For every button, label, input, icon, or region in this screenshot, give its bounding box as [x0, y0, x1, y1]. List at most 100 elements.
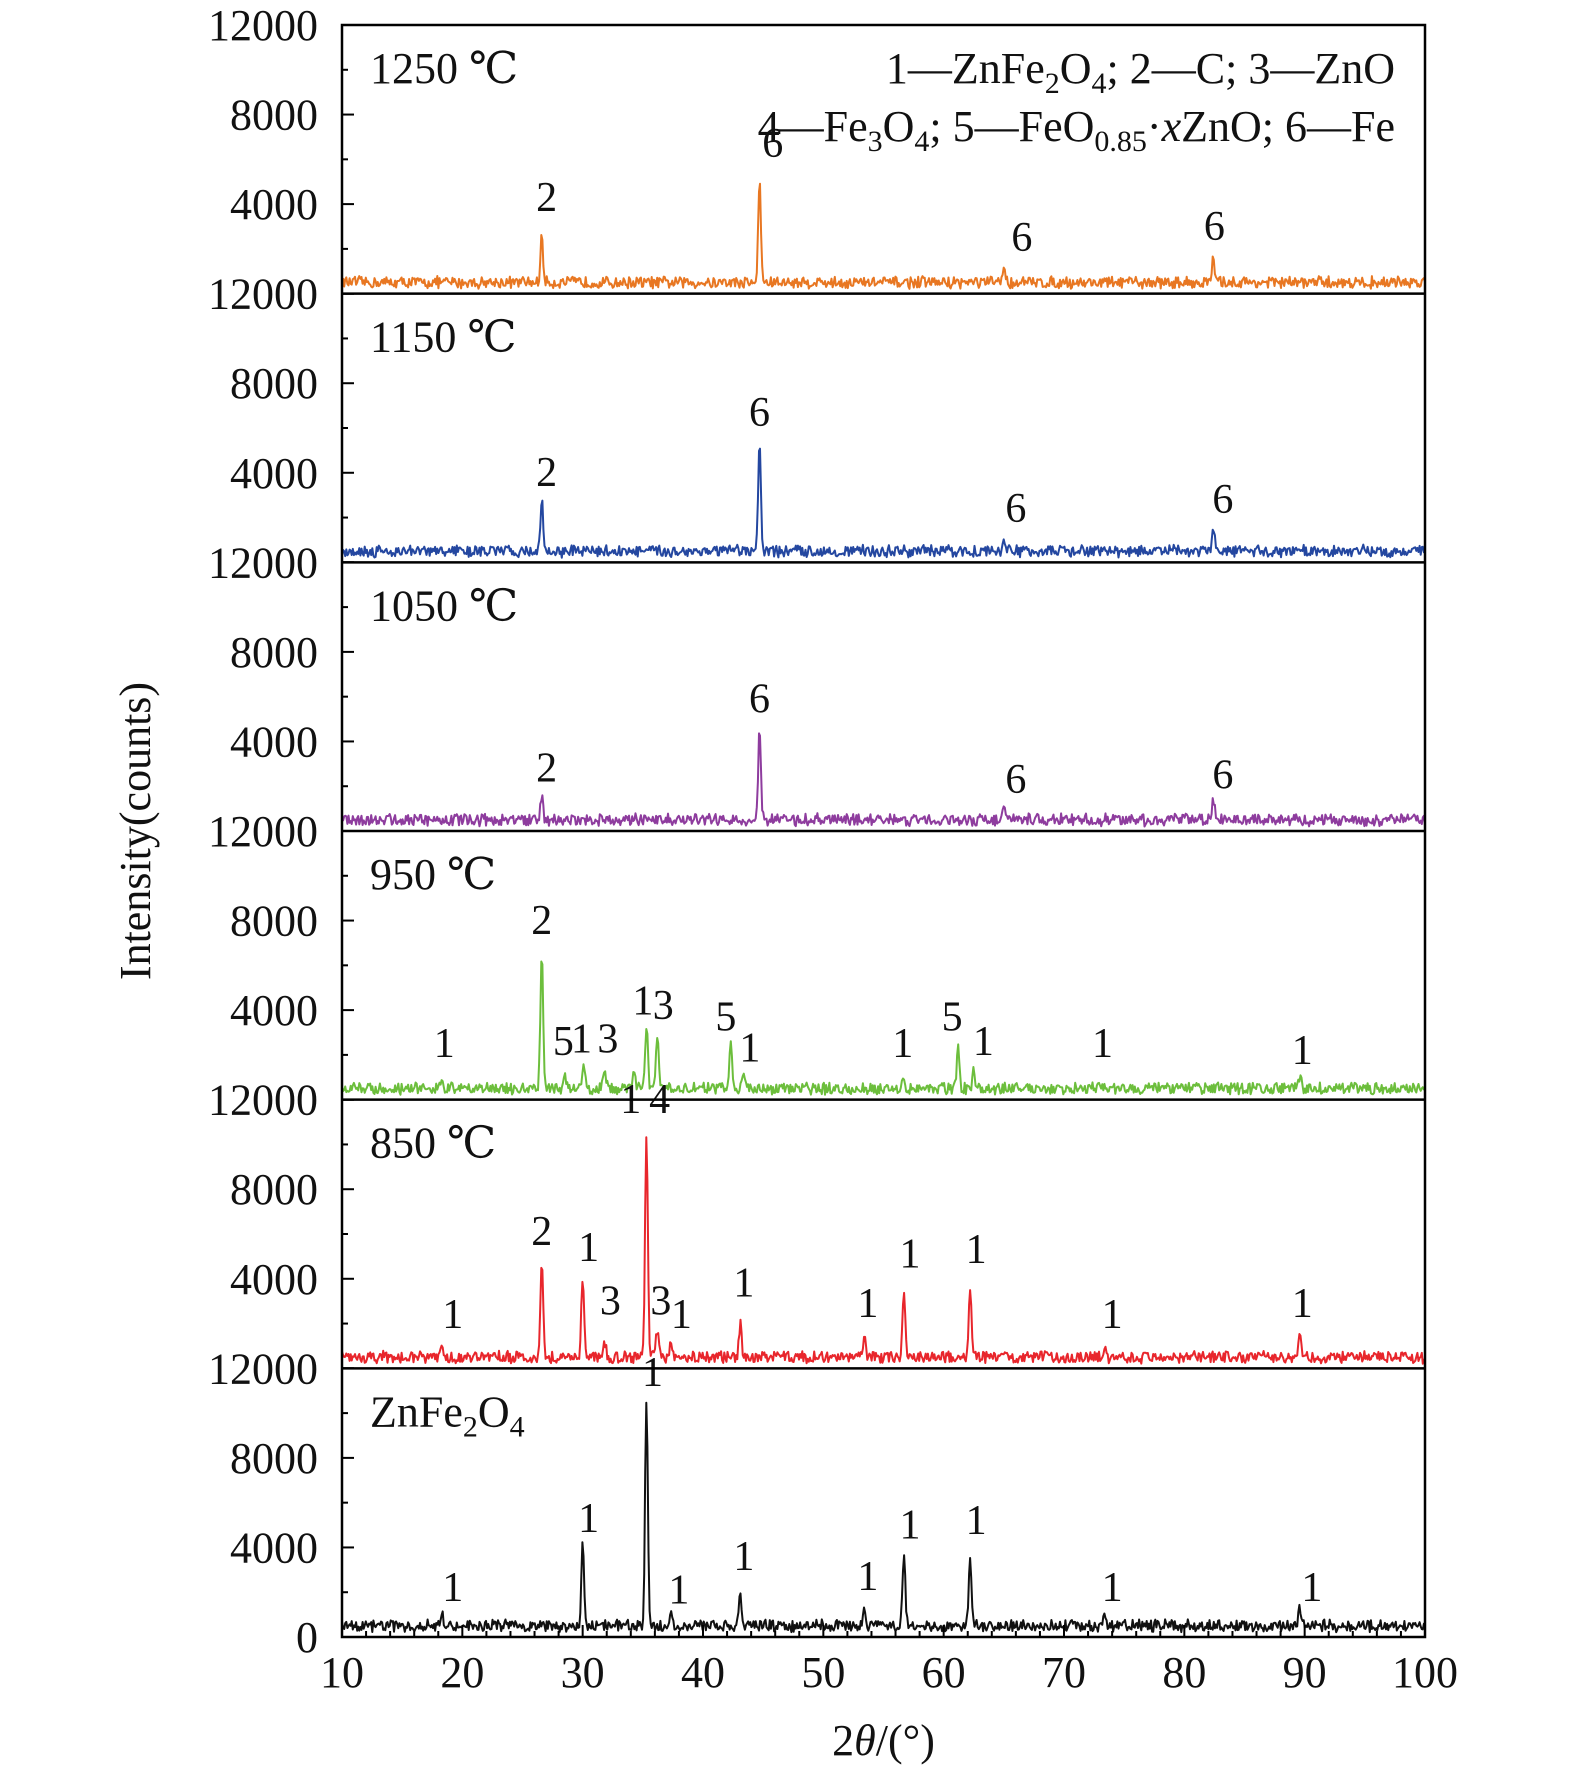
peak-label-3-9: 1 [892, 1021, 913, 1067]
peak-label-3-10: 5 [942, 994, 963, 1040]
x-axis-title-prefix: 2 [832, 1716, 854, 1765]
peak-label-3-4: 3 [597, 1017, 618, 1063]
y-tick-label-3-3: 12000 [208, 807, 318, 856]
x-axis-title-unit: /(°) [876, 1716, 935, 1765]
x-axis-title-var: θ [854, 1716, 876, 1765]
legend-line-2-part-2: O [883, 102, 915, 151]
panel-label-3: 950 ℃ [370, 850, 496, 899]
y-tick-label-3-1: 4000 [230, 986, 318, 1035]
panel-label-1: 1150 ℃ [370, 313, 517, 362]
panel-label-5-part-0: ZnFe [370, 1387, 463, 1436]
series-line-1 [341, 447, 1426, 559]
x-tick-label-2: 30 [561, 1648, 605, 1697]
peak-label-3-5: 1 [632, 979, 653, 1025]
peak-label-5-3: 1 [668, 1567, 689, 1613]
series-line-3 [341, 960, 1426, 1096]
y-tick-label-2-2: 8000 [230, 628, 318, 677]
peak-label-3-0: 1 [434, 1021, 455, 1067]
y-tick-label-0-1: 4000 [230, 180, 318, 229]
series-line-5 [341, 1401, 1426, 1634]
panel-2: 1050 ℃ 2 6 6 6 [341, 581, 1426, 828]
peak-label-5-1: 1 [578, 1496, 599, 1542]
panel-0: 1250 ℃ 2 6 6 6 [341, 44, 1426, 290]
y-tick-label-3-2: 8000 [230, 897, 318, 946]
peak-label-3-11: 1 [973, 1019, 994, 1065]
peak-label-4-9: 1 [857, 1281, 878, 1327]
x-tick-label-8: 90 [1283, 1648, 1327, 1697]
peak-label-3-7: 5 [715, 994, 736, 1040]
x-tick-label-3: 40 [681, 1648, 725, 1697]
legend-line-2-part-8: ZnO; 6—Fe [1181, 102, 1395, 151]
legend-line-1: 1—ZnFe2O4; 2—C; 3—ZnO [886, 44, 1395, 100]
panel-4: 850 ℃12 131 43 11 11 11 1 [341, 1077, 1426, 1365]
panel-1: 1150 ℃ 2 6 6 6 [341, 313, 1426, 559]
y-tick-label-4-3: 12000 [208, 1076, 318, 1125]
y-tick-label-4-1: 4000 [230, 1255, 318, 1304]
peak-label-4-10: 1 [899, 1232, 920, 1278]
panel-label-4: 850 ℃ [370, 1119, 496, 1168]
peak-label-4-3: 3 [600, 1279, 621, 1325]
peak-label-1-3: 6 [1212, 477, 1233, 523]
panel-label-0: 1250 ℃ [370, 44, 518, 93]
legend-line-2: 4—Fe3O4; 5—FeO0.85·xZnO; 6—Fe [758, 102, 1395, 158]
peak-label-3-1: 2 [531, 898, 552, 944]
peak-label-4-6: 3 [650, 1279, 671, 1325]
panel-label-5-part-1: 2 [463, 1410, 478, 1443]
y-tick-label-1-1: 4000 [230, 449, 318, 498]
y-tick-label-5-2: 8000 [230, 1434, 318, 1483]
peak-label-3-13: 1 [1292, 1028, 1313, 1074]
legend-line-2-part-6: · [1147, 102, 1162, 151]
series-line-0 [341, 182, 1426, 290]
peak-label-4-11: 1 [966, 1227, 987, 1273]
legend-line-1-part-2: O [1060, 44, 1092, 93]
series-line-4 [341, 1136, 1426, 1365]
legend-line-1-part-4: ; 2—C; 3—ZnO [1107, 44, 1395, 93]
peak-label-5-7: 1 [966, 1498, 987, 1544]
legend-line-2-part-4: ; 5—FeO [929, 102, 1094, 151]
peak-label-0-1: 6 [762, 121, 783, 167]
peak-label-5-9: 1 [1301, 1565, 1322, 1611]
peak-label-4-13: 1 [1292, 1281, 1313, 1327]
panel-label-2: 1050 ℃ [370, 581, 518, 630]
peak-label-2-3: 6 [1212, 752, 1233, 798]
y-tick-label-5-1: 4000 [230, 1523, 318, 1572]
legend-line-1-part-0: 1—ZnFe [886, 44, 1045, 93]
x-tick-label-9: 100 [1392, 1648, 1458, 1697]
x-tick-label-1: 20 [440, 1648, 484, 1697]
legend-line-2-part-1: 3 [868, 125, 883, 158]
y-tick-label-2-1: 4000 [230, 717, 318, 766]
panel-label-5: ZnFe2O4 [370, 1387, 525, 1443]
peak-label-5-5: 1 [857, 1554, 878, 1600]
peak-label-2-2: 6 [1005, 757, 1026, 803]
peak-label-1-0: 2 [536, 450, 557, 496]
peak-label-4-8: 1 [733, 1261, 754, 1307]
legend-line-2-part-3: 4 [914, 125, 929, 158]
peak-label-1-2: 6 [1005, 486, 1026, 532]
x-axis-title: 2θ/(°) [832, 1716, 935, 1765]
peak-label-5-8: 1 [1102, 1565, 1123, 1611]
y-tick-label-0-2: 8000 [230, 91, 318, 140]
x-tick-label-7: 80 [1162, 1648, 1206, 1697]
y-tick-label-1-2: 8000 [230, 359, 318, 408]
series-line-2 [341, 732, 1426, 828]
legend-line-1-part-1: 2 [1045, 67, 1060, 100]
y-tick-label-2-3: 12000 [208, 538, 318, 587]
peak-label-2-1: 6 [749, 676, 770, 722]
peak-label-1-1: 6 [749, 390, 770, 436]
peak-label-3-8: 1 [739, 1026, 760, 1072]
peak-label-4-12: 1 [1102, 1292, 1123, 1338]
legend-line-2-part-0: 4—Fe [758, 102, 868, 151]
legend-line-2-part-5: 0.85 [1094, 125, 1147, 158]
y-tick-label-5-0: 0 [296, 1613, 318, 1662]
peak-label-0-3: 6 [1204, 204, 1225, 250]
peak-label-3-6: 3 [653, 983, 674, 1029]
y-tick-label-5-3: 12000 [208, 1344, 318, 1393]
plot-frame [340, 23, 1427, 1639]
peak-label-3-3: 1 [571, 1017, 592, 1063]
x-tick-label-6: 70 [1042, 1648, 1086, 1697]
peak-label-5-6: 1 [899, 1502, 920, 1548]
peak-label-4-1: 2 [531, 1209, 552, 1255]
